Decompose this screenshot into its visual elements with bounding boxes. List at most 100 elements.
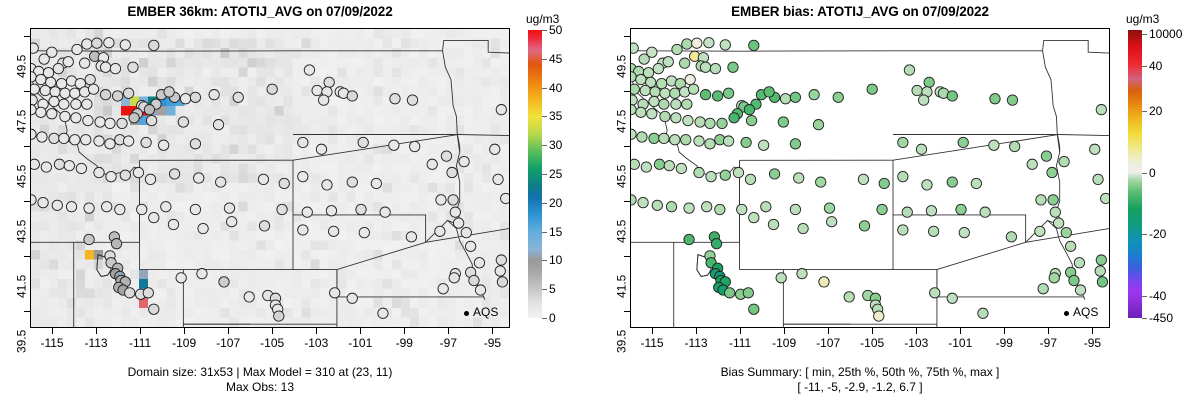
x-tick-label: -99 (395, 336, 413, 350)
observation-marker (1096, 276, 1109, 288)
observation-points (631, 37, 1109, 322)
observation-marker (897, 136, 909, 149)
y-axis-bias: 39.5 41.5 43.5 45.5 47.5 49.5 (600, 28, 630, 354)
map-plot-bias[interactable]: AQS (630, 28, 1110, 328)
observation-marker (46, 108, 58, 120)
observation-marker (767, 218, 780, 231)
observation-marker (653, 158, 666, 170)
observation-marker (379, 206, 391, 218)
colorbar-tick (1142, 296, 1147, 298)
colorbar-tick-label: 5 (549, 282, 556, 297)
x-tick (1092, 328, 1094, 334)
observation-marker (82, 114, 94, 127)
observation-marker (1100, 192, 1109, 205)
aqs-marker-dot (1064, 311, 1069, 316)
x-tick (652, 328, 654, 334)
aqs-legend-label: AQS (1073, 305, 1099, 319)
map-plot-model[interactable]: AQS (30, 28, 510, 328)
observation-marker (94, 116, 106, 128)
observation-marker (789, 91, 802, 103)
observation-marker (104, 117, 116, 129)
observation-marker (447, 194, 459, 206)
observation-marker (789, 138, 802, 150)
observation-marker (31, 158, 40, 170)
panel-model: EMBER 36km: ATOTIJ_AVG on 07/09/2022 AQS… (14, 4, 562, 394)
x-tick-label: -111 (728, 336, 752, 350)
observation-marker (81, 38, 93, 50)
observation-marker (31, 83, 40, 95)
observation-marker (355, 203, 367, 216)
observation-marker (266, 83, 278, 95)
x-tick (140, 328, 142, 334)
observation-marker (777, 116, 789, 128)
colorbar-tick (542, 260, 547, 262)
observation-marker (710, 238, 723, 250)
observation-marker (215, 176, 227, 188)
observation-marker (662, 56, 674, 68)
observation-marker (452, 217, 465, 229)
observation-marker (675, 162, 688, 175)
x-tick (184, 328, 186, 334)
x-tick (784, 328, 786, 334)
observation-marker (40, 161, 52, 173)
colorbar-tick-label: -450 (1149, 311, 1174, 325)
x-tick (228, 328, 230, 334)
observation-marker (815, 176, 827, 188)
observation-marker (311, 84, 323, 97)
observation-marker (866, 83, 878, 95)
x-tick-label: -109 (772, 336, 797, 350)
observation-marker (929, 287, 941, 299)
observation-marker (51, 199, 63, 211)
x-tick (740, 328, 742, 334)
observation-marker (897, 170, 909, 183)
observation-marker (468, 274, 480, 287)
x-tick-label: -115 (40, 336, 64, 350)
observation-marker (83, 233, 95, 246)
observation-marker (409, 140, 421, 153)
observation-marker (495, 254, 507, 266)
observation-marker (652, 63, 665, 75)
observation-marker (646, 46, 658, 58)
x-tick-label: -101 (948, 336, 973, 350)
observation-marker (99, 89, 112, 101)
observation-marker (728, 112, 740, 124)
colorbar-tick (542, 231, 547, 233)
observation-marker (48, 132, 60, 144)
observation-marker (449, 206, 461, 218)
observation-marker (712, 90, 724, 102)
y-tick-label: 47.5 (614, 109, 628, 134)
observation-marker (406, 94, 419, 106)
x-tick (360, 328, 362, 334)
observation-marker (48, 95, 60, 108)
observation-marker (91, 37, 103, 49)
observation-marker (388, 139, 400, 151)
y-tick-label: 49.5 (614, 54, 628, 79)
caption-bias-line2: [ -11, -5, -2.9, -1.2, 6.7 ] (797, 380, 923, 394)
colorbar-tick-label: -20 (1149, 227, 1167, 242)
observation-marker (722, 87, 735, 99)
observation-marker (740, 136, 752, 149)
observation-marker (495, 104, 507, 116)
observation-marker (258, 220, 271, 232)
x-tick (272, 328, 274, 334)
observation-marker (448, 272, 460, 284)
observation-marker (122, 135, 135, 147)
observation-marker (189, 91, 202, 103)
observation-marker (878, 177, 890, 190)
y-tick (624, 311, 630, 313)
colorbar-tick (542, 174, 547, 175)
observation-marker (946, 90, 958, 102)
x-tick-label: -97 (439, 336, 458, 350)
observation-marker (631, 42, 639, 54)
observation-marker (1049, 206, 1061, 218)
colorbar-tick (1142, 234, 1147, 236)
y-tick (24, 36, 30, 38)
observation-marker (140, 136, 152, 149)
observation-marker (434, 225, 446, 237)
observation-marker (158, 139, 170, 151)
observation-marker (31, 94, 38, 106)
observation-marker (318, 94, 330, 106)
colorbar-tick (542, 289, 547, 291)
x-tick (916, 328, 918, 334)
observation-marker (58, 98, 70, 110)
